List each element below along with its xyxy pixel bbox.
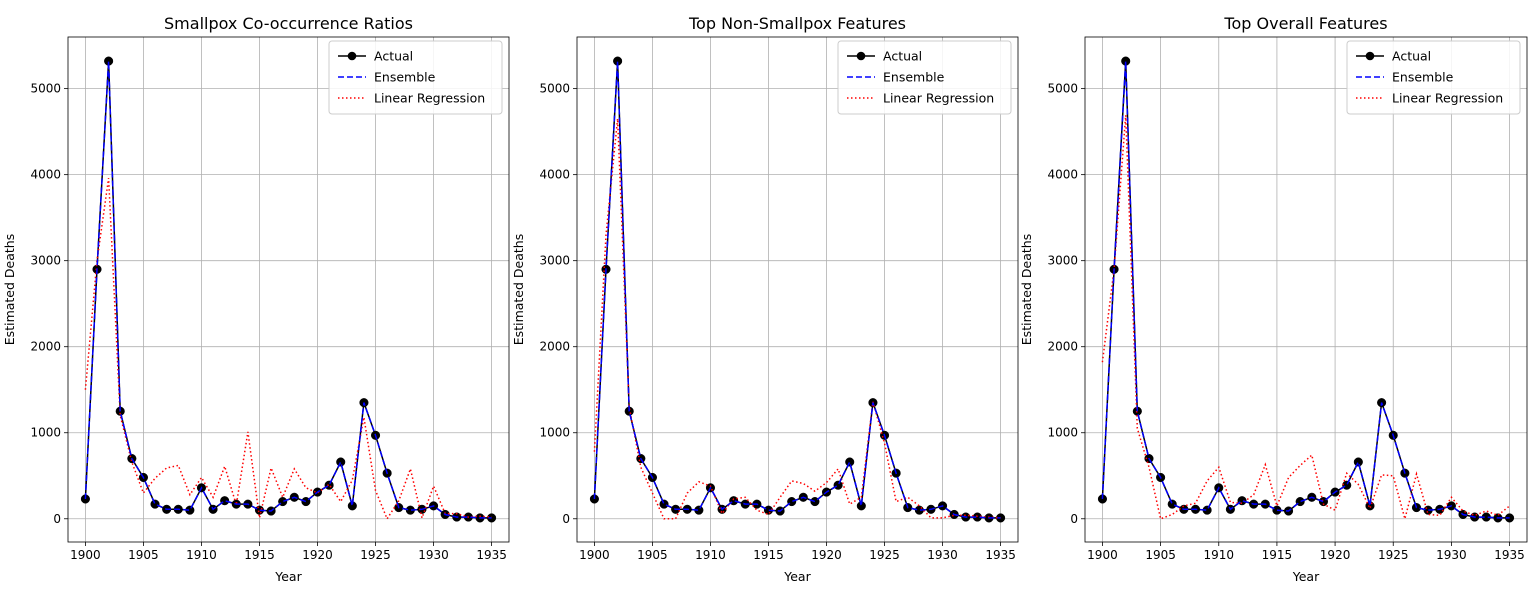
legend-label-actual: Actual bbox=[883, 49, 922, 64]
legend: Actual Ensemble Linear Regression bbox=[328, 40, 503, 115]
plot-frame bbox=[1084, 36, 1528, 543]
y-tick-label: 1000 bbox=[1047, 426, 1078, 440]
legend-box bbox=[837, 40, 1012, 115]
x-tick-label: 1920 bbox=[811, 548, 842, 562]
data-point-actual bbox=[659, 499, 669, 509]
x-axis-label: Year bbox=[274, 569, 302, 584]
legend-marker-actual bbox=[856, 51, 866, 61]
y-axis-label: Estimated Deaths bbox=[1019, 234, 1034, 345]
data-point-actual bbox=[1353, 457, 1363, 467]
y-axis-label: Estimated Deaths bbox=[2, 234, 17, 345]
y-tick-label: 4000 bbox=[1047, 168, 1078, 182]
x-tick-label: 1910 bbox=[186, 548, 217, 562]
legend-box bbox=[328, 40, 503, 115]
y-tick-label: 4000 bbox=[30, 168, 61, 182]
y-tick-label: 0 bbox=[53, 512, 61, 526]
legend-label-ensemble: Ensemble bbox=[374, 70, 436, 85]
series-line-actual bbox=[1101, 61, 1510, 519]
x-tick-label: 1920 bbox=[302, 548, 333, 562]
legend-label-actual: Actual bbox=[1392, 49, 1431, 64]
x-tick-label: 1905 bbox=[1145, 548, 1176, 562]
x-axis-label: Year bbox=[783, 569, 811, 584]
chart-panel-2: 1900 1905 1910 1915 1920 1925 1930 1935 0 1000 200… bbox=[511, 14, 1019, 584]
y-tick-label: 3000 bbox=[1047, 254, 1078, 268]
x-tick-label: 1905 bbox=[128, 548, 159, 562]
y-tick-label: 5000 bbox=[539, 82, 570, 96]
x-tick-label: 1925 bbox=[869, 548, 900, 562]
x-tick-label: 1900 bbox=[1087, 548, 1118, 562]
x-tick-label: 1935 bbox=[1494, 548, 1525, 562]
y-tick-label: 0 bbox=[562, 512, 570, 526]
x-tick-label: 1925 bbox=[1378, 548, 1409, 562]
data-point-actual bbox=[833, 480, 843, 490]
series-line-linear-regression bbox=[593, 118, 1001, 520]
y-tick-label: 0 bbox=[1070, 512, 1078, 526]
series-line-linear-regression bbox=[1101, 115, 1511, 522]
data-point-actual bbox=[336, 457, 346, 467]
chart-panel-3: 1900 1905 1910 1915 1920 1925 1930 1935 0 1000 200… bbox=[1019, 14, 1528, 584]
x-tick-label: 1930 bbox=[1436, 548, 1467, 562]
y-axis-label: Estimated Deaths bbox=[511, 234, 526, 345]
x-tick-label: 1905 bbox=[637, 548, 668, 562]
data-point-actual bbox=[324, 480, 334, 490]
legend: Actual Ensemble Linear Regression bbox=[837, 40, 1012, 115]
y-tick-label: 3000 bbox=[30, 254, 61, 268]
x-tick-label: 1930 bbox=[418, 548, 449, 562]
legend-box bbox=[1346, 40, 1521, 115]
x-tick-label: 1935 bbox=[985, 548, 1016, 562]
x-tick-label: 1915 bbox=[1262, 548, 1293, 562]
series-line-ensemble bbox=[84, 61, 492, 519]
y-tick-label: 2000 bbox=[539, 340, 570, 354]
y-tick-label: 5000 bbox=[30, 82, 61, 96]
x-tick-label: 1915 bbox=[753, 548, 784, 562]
y-tick-label: 3000 bbox=[539, 254, 570, 268]
x-tick-label: 1935 bbox=[476, 548, 507, 562]
plot-frame bbox=[576, 36, 1019, 543]
x-tick-label: 1920 bbox=[1320, 548, 1351, 562]
legend-marker-actual bbox=[347, 51, 357, 61]
legend-label-ensemble: Ensemble bbox=[883, 70, 945, 85]
y-tick-label: 4000 bbox=[539, 168, 570, 182]
chart-title: Top Non-Smallpox Features bbox=[688, 14, 906, 33]
x-axis-label: Year bbox=[1292, 569, 1320, 584]
y-tick-label: 5000 bbox=[1047, 82, 1078, 96]
y-tick-label: 2000 bbox=[1047, 340, 1078, 354]
x-tick-label: 1900 bbox=[579, 548, 610, 562]
y-tick-label: 2000 bbox=[30, 340, 61, 354]
legend-label-linear: Linear Regression bbox=[1392, 91, 1503, 106]
legend-label-actual: Actual bbox=[374, 49, 413, 64]
data-point-actual bbox=[1342, 480, 1352, 490]
chart-panel-1: 1900 1905 1910 1915 1920 1925 1930 1935 0 1000 200… bbox=[2, 14, 510, 584]
x-tick-label: 1910 bbox=[1203, 548, 1234, 562]
x-tick-label: 1910 bbox=[695, 548, 726, 562]
chart-title: Top Overall Features bbox=[1223, 14, 1387, 33]
series-line-ensemble bbox=[593, 61, 1001, 519]
chart-title: Smallpox Co-occurrence Ratios bbox=[164, 14, 413, 33]
y-tick-label: 1000 bbox=[30, 426, 61, 440]
series-line-actual bbox=[593, 61, 1001, 519]
data-point-actual bbox=[845, 457, 855, 467]
x-tick-label: 1925 bbox=[360, 548, 391, 562]
legend-label-linear: Linear Regression bbox=[374, 91, 485, 106]
legend: Actual Ensemble Linear Regression bbox=[1346, 40, 1521, 115]
legend-label-ensemble: Ensemble bbox=[1392, 70, 1454, 85]
plot-frame bbox=[67, 36, 510, 543]
data-point-actual bbox=[150, 499, 160, 509]
series-line-linear-regression bbox=[84, 177, 492, 521]
series-line-ensemble bbox=[1101, 61, 1510, 519]
x-tick-label: 1900 bbox=[70, 548, 101, 562]
x-tick-label: 1915 bbox=[244, 548, 275, 562]
y-tick-label: 1000 bbox=[539, 426, 570, 440]
data-point-actual bbox=[1167, 499, 1177, 509]
series-line-actual bbox=[84, 61, 492, 519]
x-tick-label: 1930 bbox=[927, 548, 958, 562]
legend-label-linear: Linear Regression bbox=[883, 91, 994, 106]
legend-marker-actual bbox=[1365, 51, 1375, 61]
